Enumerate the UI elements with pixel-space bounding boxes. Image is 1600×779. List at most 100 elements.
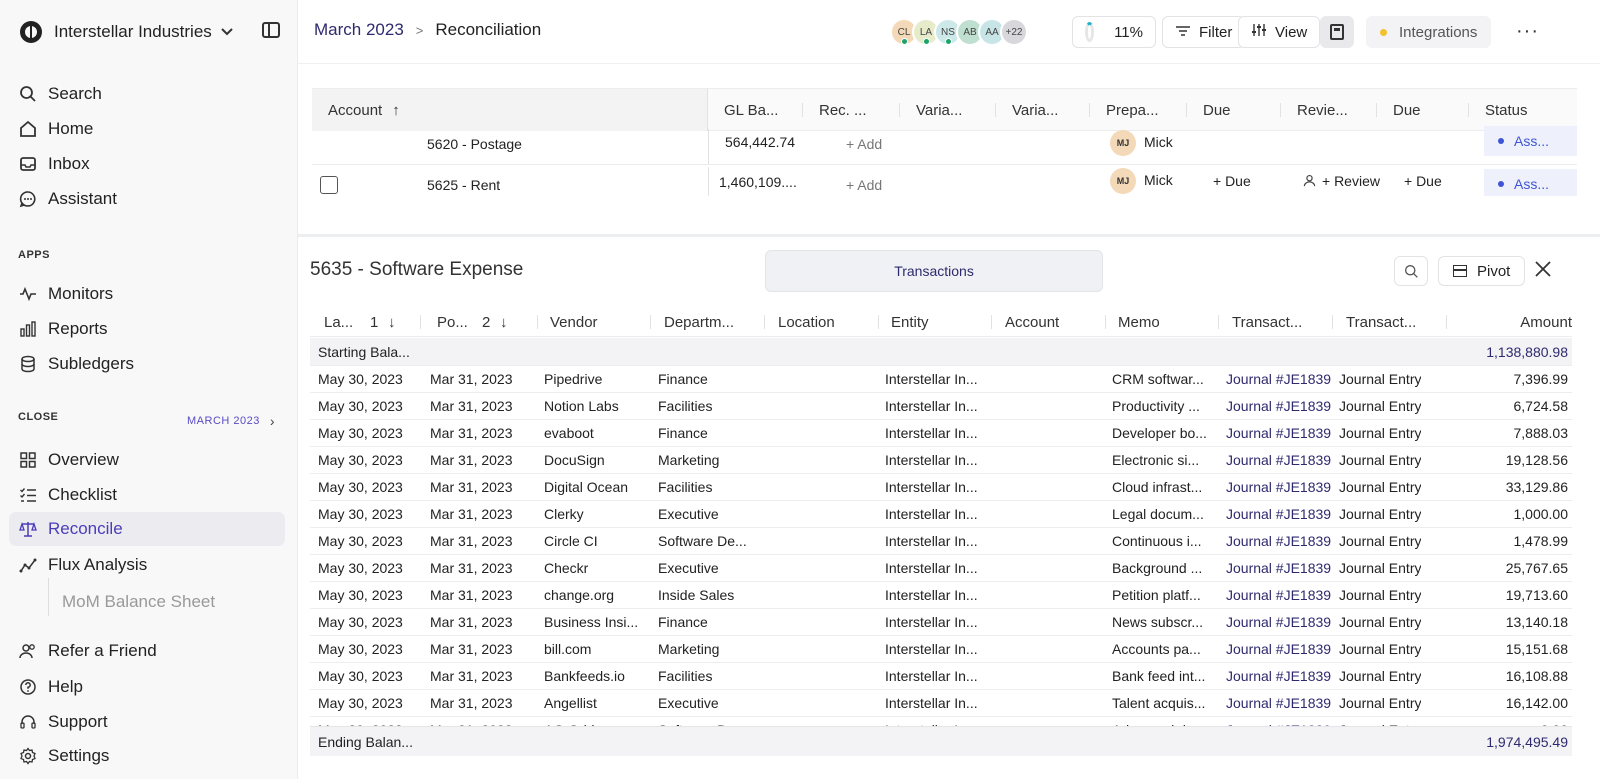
add-reconciliation-link[interactable]: + Add (846, 136, 883, 152)
sidebar-item-reconcile[interactable]: Reconcile (9, 512, 285, 546)
column-header[interactable]: Due (1203, 101, 1231, 119)
table-row[interactable]: May 30, 2023 Mar 31, 2023 Checkr Executive I… (310, 554, 1572, 582)
sidebar-subitem-mom-balance-sheet[interactable]: MoM Balance Sheet (62, 592, 216, 611)
status-badge[interactable]: Ass... (1484, 126, 1577, 156)
column-header[interactable]: La... (324, 313, 354, 331)
sidebar-item-refer[interactable]: Refer a Friend (18, 638, 157, 664)
memo: Electronic si... (1112, 451, 1200, 468)
sidebar-item-overview[interactable]: Overview (18, 447, 119, 473)
account-name[interactable]: 5620 - Postage (427, 136, 522, 152)
more-options-icon[interactable]: ··· (1516, 20, 1539, 42)
preparer-name[interactable]: Mick (1144, 134, 1173, 150)
sidebar-item-inbox[interactable]: Inbox (18, 151, 90, 177)
journal-link[interactable]: Journal #JE1839 (1226, 424, 1332, 441)
row-checkbox[interactable] (320, 176, 338, 194)
column-header[interactable]: Transact... (1346, 313, 1417, 331)
journal-link[interactable]: Journal #JE1839 (1226, 586, 1332, 603)
collaborator-avatars[interactable]: CL LA NS AB AA +22 (890, 18, 1028, 46)
sidebar-item-flux-analysis[interactable]: Flux Analysis (18, 552, 147, 578)
avatar: MJ (1110, 130, 1136, 156)
column-header[interactable]: Po... (437, 313, 468, 331)
collapse-sidebar-icon[interactable] (262, 22, 280, 38)
table-row[interactable]: May 30, 2023 Mar 31, 2023 Bankfeeds.io Faci… (310, 662, 1572, 690)
journal-link[interactable]: Journal #JE1839 (1226, 559, 1332, 576)
table-row[interactable]: May 30, 2023 Mar 31, 2023 evaboot Finance In… (310, 419, 1572, 447)
column-header[interactable]: Due (1393, 101, 1421, 119)
breadcrumb-month[interactable]: March 2023 (314, 20, 404, 39)
sidebar-item-search[interactable]: Search (18, 81, 102, 107)
journal-link[interactable]: Journal #JE1839 (1226, 397, 1332, 414)
status-badge[interactable]: Ass... (1484, 169, 1577, 196)
table-row[interactable]: May 30, 2023 Mar 31, 2023 change.org Inside… (310, 581, 1572, 609)
close-month-selector[interactable]: MARCH 2023 › (187, 413, 275, 429)
tab-transactions[interactable]: Transactions (765, 250, 1103, 292)
column-header-account[interactable]: Account ↑ (312, 89, 708, 131)
column-header[interactable]: Prepa... (1106, 101, 1159, 119)
column-header[interactable]: Departm... (664, 313, 735, 331)
journal-link[interactable]: Journal #JE1839 (1226, 478, 1332, 495)
journal-link[interactable]: Journal #JE1839 (1226, 532, 1332, 549)
sidebar-item-reports[interactable]: Reports (18, 316, 108, 342)
transaction-date: May 30, 2023 (318, 478, 403, 495)
preparer-name[interactable]: Mick (1144, 172, 1173, 188)
department: Inside Sales (658, 586, 735, 603)
sidebar-item-home[interactable]: Home (18, 116, 93, 142)
column-header[interactable]: Location (778, 313, 835, 331)
sidebar-item-subledgers[interactable]: Subledgers (18, 351, 134, 377)
column-header[interactable]: GL Ba... (724, 101, 779, 119)
progress-indicator[interactable]: 11% (1072, 16, 1156, 48)
sidebar-item-assistant[interactable]: Assistant (18, 186, 117, 212)
sidebar-item-monitors[interactable]: Monitors (18, 281, 113, 307)
column-header[interactable]: Memo (1118, 313, 1160, 331)
avatar[interactable]: +22 (1000, 18, 1028, 46)
journal-link[interactable]: Journal #JE1839 (1226, 694, 1332, 711)
add-due-date-link[interactable]: + Due (1213, 173, 1251, 189)
column-header[interactable]: Status (1485, 101, 1528, 119)
sidebar-item-settings[interactable]: Settings (18, 743, 109, 769)
table-row[interactable]: May 30, 2023 Mar 31, 2023 Circle CI Softwar… (310, 527, 1572, 555)
avatar[interactable]: LA (912, 18, 940, 46)
table-row[interactable]: May 30, 2023 Mar 31, 2023 Business Insi...… (310, 608, 1572, 636)
sidebar-item-support[interactable]: Support (18, 709, 108, 735)
column-header[interactable]: Entity (891, 313, 929, 331)
table-row[interactable]: May 30, 2023 Mar 31, 2023 Pipedrive Finance… (310, 365, 1572, 393)
sidebar-item-checklist[interactable]: Checklist (18, 482, 117, 508)
table-row[interactable]: May 30, 2023 Mar 31, 2023 bill.com Marketin… (310, 635, 1572, 663)
memo: Continuous i... (1112, 532, 1202, 549)
add-reviewer-link[interactable]: + Review (1322, 173, 1380, 189)
panel-divider[interactable] (298, 234, 1600, 237)
journal-link[interactable]: Journal #JE1839 (1226, 640, 1332, 657)
journal-link[interactable]: Journal #JE1839 (1226, 613, 1332, 630)
column-header[interactable]: Revie... (1297, 101, 1348, 119)
column-header[interactable]: Transact... (1232, 313, 1303, 331)
column-header[interactable]: Account (1005, 313, 1060, 331)
search-button[interactable] (1394, 256, 1428, 286)
table-row[interactable]: May 30, 2023 Mar 31, 2023 DocuSign Marketin… (310, 446, 1572, 474)
add-reconciliation-link[interactable]: + Add (846, 177, 883, 193)
column-header[interactable]: Vendor (550, 313, 598, 331)
table-row[interactable]: May 30, 2023 Mar 31, 2023 Digital Ocean Fac… (310, 473, 1572, 501)
journal-link[interactable]: Journal #JE1839 (1226, 667, 1332, 684)
filter-button[interactable]: Filter (1162, 16, 1246, 48)
table-row[interactable]: May 30, 2023 Mar 31, 2023 Clerky Executive I… (310, 500, 1572, 528)
table-row[interactable]: May 30, 2023 Mar 31, 2023 Angellist Executi… (310, 689, 1572, 717)
account-name[interactable]: 5625 - Rent (427, 177, 501, 193)
journal-link[interactable]: Journal #JE1839 (1226, 370, 1332, 387)
org-switcher[interactable]: Interstellar Industries (20, 20, 234, 44)
column-header[interactable]: Varia... (1012, 101, 1059, 119)
integrations-button[interactable]: Integrations (1366, 16, 1492, 48)
column-header[interactable]: Varia... (916, 101, 963, 119)
column-header[interactable]: Rec. ... (819, 101, 867, 119)
column-header[interactable]: Amount (1520, 313, 1572, 331)
calculator-button[interactable] (1320, 16, 1354, 48)
journal-link[interactable]: Journal #JE1839 (1226, 505, 1332, 522)
close-icon[interactable] (1534, 258, 1552, 284)
table-row[interactable]: 5625 - Rent 1,460,109.... + Add MJ Mick + Due… (312, 167, 1577, 196)
table-row[interactable]: 5620 - Postage 564,442.74 + Add MJ Mick Ass..… (312, 126, 1577, 165)
table-row[interactable]: May 30, 2023 Mar 31, 2023 Notion Labs Facil… (310, 392, 1572, 420)
add-review-due-link[interactable]: + Due (1404, 173, 1442, 189)
view-button[interactable]: View (1238, 16, 1321, 48)
sidebar-item-help[interactable]: Help (18, 674, 83, 700)
journal-link[interactable]: Journal #JE1839 (1226, 451, 1332, 468)
pivot-button[interactable]: Pivot (1438, 256, 1526, 286)
